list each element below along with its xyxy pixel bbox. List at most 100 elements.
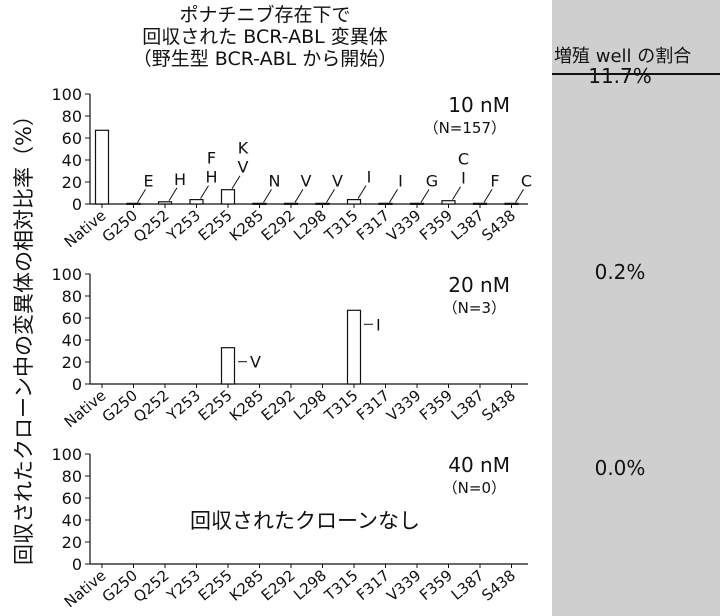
bar xyxy=(189,199,204,205)
mutation-leader xyxy=(389,189,398,203)
y-tick-label: 60 xyxy=(62,489,82,508)
mutation-leader xyxy=(483,189,493,203)
category-tick-label: Q252 xyxy=(130,566,173,606)
mutation-label: H xyxy=(174,170,186,189)
right-column-header: 増殖 well の割合 xyxy=(554,46,692,67)
category-tick-label: Y253 xyxy=(163,206,204,245)
y-tick-label: 0 xyxy=(72,555,82,574)
category-tick-label: K285 xyxy=(226,386,267,425)
mutation-leader xyxy=(294,189,304,203)
category-tick-label: V339 xyxy=(383,386,424,425)
mutation-leader xyxy=(231,175,241,189)
category-tick-label: G250 xyxy=(99,566,141,606)
mutation-leader xyxy=(137,189,146,203)
category-tick-label: Y253 xyxy=(163,386,204,425)
category-tick-label: T315 xyxy=(320,206,361,245)
category-tick-label: V339 xyxy=(383,566,424,605)
category-tick-label: E255 xyxy=(195,206,236,244)
y-tick-label: 100 xyxy=(51,265,82,284)
category-tick-label: K285 xyxy=(226,206,267,245)
bar xyxy=(504,202,519,205)
category-tick-label: F359 xyxy=(416,386,456,424)
bar xyxy=(126,202,141,205)
mutation-label: N xyxy=(269,171,281,190)
bar xyxy=(252,202,267,205)
bar xyxy=(441,200,456,205)
mutation-label: C xyxy=(458,150,469,169)
y-tick-label: 40 xyxy=(62,511,82,530)
mutation-label: V xyxy=(301,171,312,190)
y-tick-label: 40 xyxy=(62,331,82,350)
mutation-label: K xyxy=(238,139,249,158)
bar xyxy=(283,202,299,205)
bar xyxy=(220,347,236,385)
category-tick-label: L298 xyxy=(290,566,330,604)
mutation-label: V xyxy=(250,353,261,372)
chart-title: ポナチニブ存在下で 回収された BCR-ABL 変異体 （野生型 BCR-ABL… xyxy=(95,4,435,70)
mutation-label: I xyxy=(367,168,372,187)
no-clones-annotation: 回収されたクローンなし xyxy=(190,509,420,533)
n-count-label: （N=3） xyxy=(443,299,506,317)
bar xyxy=(346,199,362,205)
bar xyxy=(220,189,236,205)
mutation-label: I xyxy=(376,315,381,334)
category-tick-label: E292 xyxy=(258,566,299,604)
mutation-label: E xyxy=(143,171,153,190)
bar xyxy=(346,309,362,385)
category-tick-label: Q252 xyxy=(130,386,173,426)
category-tick-label: S438 xyxy=(478,386,519,424)
category-tick-label: L298 xyxy=(290,206,330,244)
category-tick-label: Q252 xyxy=(130,206,173,246)
bar xyxy=(409,202,425,205)
concentration-label: 20 nM xyxy=(448,273,510,297)
category-tick-label: Y253 xyxy=(163,566,204,605)
category-tick-label: K285 xyxy=(226,566,267,605)
well-ratio-40nm: 0.0% xyxy=(594,456,646,480)
mutation-leader xyxy=(326,189,335,203)
right-panel xyxy=(552,0,720,616)
category-tick-label: L387 xyxy=(448,566,488,604)
mutation-label: F xyxy=(490,171,499,190)
concentration-label: 40 nM xyxy=(448,453,510,477)
y-tick-label: 0 xyxy=(72,195,82,214)
mutation-leader xyxy=(452,186,461,200)
n-count-label: （N=157） xyxy=(424,119,506,137)
category-tick-label: E255 xyxy=(195,386,236,424)
mutation-leader xyxy=(420,189,430,203)
y-tick-label: 100 xyxy=(51,85,82,104)
y-tick-label: 40 xyxy=(62,151,82,170)
well-ratio-10nm: 11.7% xyxy=(588,64,652,88)
y-tick-label: 80 xyxy=(62,467,82,486)
y-tick-label: 20 xyxy=(62,173,82,192)
bar xyxy=(472,202,488,205)
category-tick-label: F359 xyxy=(416,566,456,604)
category-tick-label: F317 xyxy=(353,206,393,244)
category-tick-label: T315 xyxy=(320,566,361,605)
category-tick-label: T315 xyxy=(320,386,361,425)
category-tick-label: G250 xyxy=(99,206,141,246)
category-tick-label: G250 xyxy=(99,386,141,426)
bar xyxy=(94,129,110,205)
mutation-label: V xyxy=(238,158,249,177)
mutation-label: C xyxy=(521,171,532,190)
mutation-label: F xyxy=(207,149,216,168)
y-tick-label: 20 xyxy=(62,533,82,552)
mutation-leader xyxy=(515,189,524,203)
mutation-leader xyxy=(200,185,209,199)
y-tick-label: 60 xyxy=(62,129,82,148)
y-tick-label: 80 xyxy=(62,107,82,126)
mutation-leader xyxy=(168,187,178,202)
bar xyxy=(157,201,173,205)
concentration-label: 10 nM xyxy=(448,93,510,117)
category-tick-label: V339 xyxy=(383,206,424,245)
mutation-label: I xyxy=(461,169,466,188)
y-tick-label: 20 xyxy=(62,353,82,372)
mutation-leader xyxy=(263,189,272,203)
category-tick-label: F317 xyxy=(353,566,393,604)
well-ratio-20nm: 0.2% xyxy=(594,260,646,284)
mutation-label: H xyxy=(205,168,217,187)
mutation-leader xyxy=(357,185,367,199)
category-tick-label: E255 xyxy=(195,566,236,604)
category-tick-label: L387 xyxy=(448,386,488,424)
